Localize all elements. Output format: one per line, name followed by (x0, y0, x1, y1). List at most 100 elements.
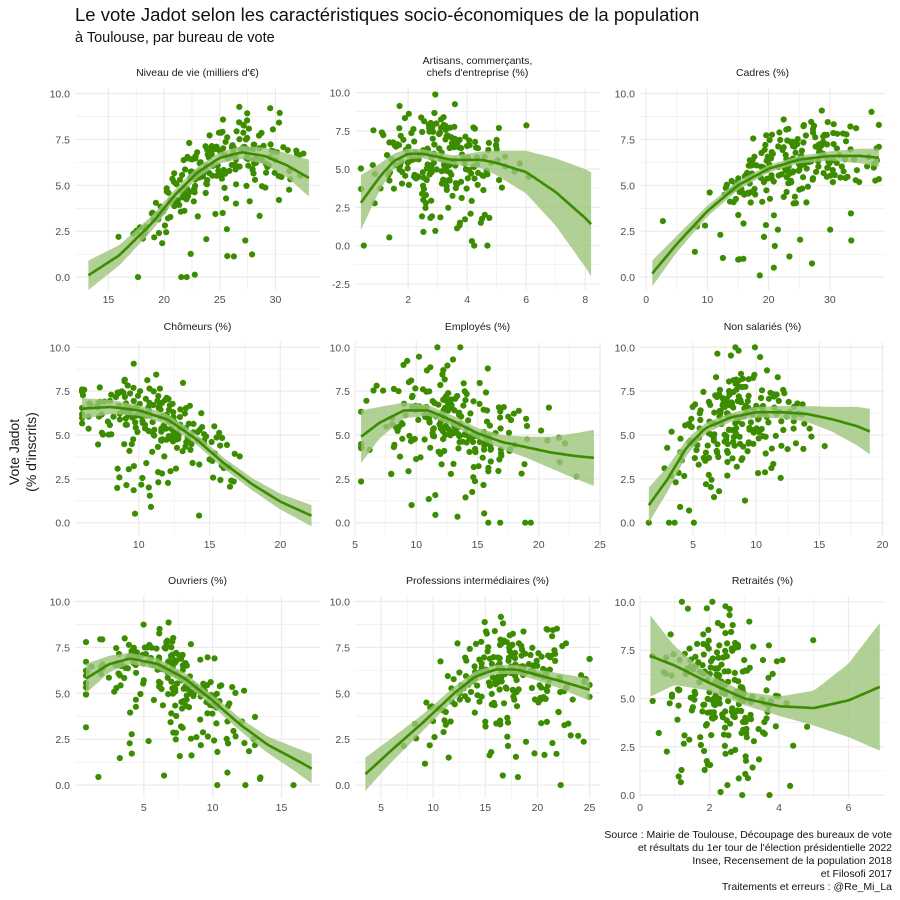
scatter-point (663, 748, 670, 755)
scatter-point (481, 446, 488, 453)
scatter-point (440, 436, 447, 443)
scatter-point (452, 185, 459, 192)
scatter-point (538, 653, 545, 660)
scatter-point (485, 519, 492, 526)
scatter-point (396, 166, 403, 173)
scatter-point (153, 371, 160, 378)
scatter-point (159, 240, 166, 247)
scatter-point (420, 196, 427, 203)
scatter-point (420, 228, 427, 235)
scatter-point (497, 613, 504, 621)
scatter-point (763, 715, 770, 722)
scatter-point (471, 478, 479, 485)
scatter-point (163, 229, 170, 236)
scatter-point (513, 677, 520, 684)
scatter-point (705, 398, 713, 405)
scatter-point (800, 445, 807, 452)
scatter-point (134, 392, 142, 399)
scatter-point (697, 416, 704, 424)
scatter-point (512, 753, 520, 760)
scatter-point (752, 191, 759, 198)
scatter-point (701, 701, 708, 708)
scatter-point (187, 446, 194, 453)
scatter-point (398, 180, 406, 187)
scatter-point (734, 707, 741, 714)
scatter-point (731, 669, 738, 677)
scatter-point (763, 132, 770, 139)
scatter-point (875, 121, 883, 128)
scatter-point (204, 710, 211, 717)
scatter-point (113, 684, 120, 692)
scatter-point (198, 410, 205, 417)
scatter-point (495, 467, 502, 475)
scatter-point (197, 742, 204, 749)
scatter-point (755, 416, 762, 423)
scatter-point (580, 738, 587, 745)
scatter-point (149, 419, 156, 426)
x-tick-label: 15 (813, 539, 825, 551)
scatter-point (552, 657, 559, 665)
scatter-point (132, 424, 139, 431)
y-tick-label: 7.5 (55, 386, 70, 398)
scatter-point (655, 729, 662, 737)
scatter-point (164, 674, 171, 681)
scatter-point (803, 165, 810, 172)
scatter-point (716, 700, 723, 707)
scatter-point (710, 709, 718, 716)
scatter-point (810, 637, 817, 644)
scatter-point (421, 436, 428, 443)
scatter-point (750, 643, 757, 650)
scatter-point (521, 461, 528, 468)
scatter-point (471, 175, 478, 182)
scatter-point (733, 463, 740, 470)
scatter-point (173, 712, 180, 720)
scatter-point (98, 429, 105, 436)
scatter-point (500, 404, 507, 411)
scatter-point (481, 619, 488, 626)
scatter-point (833, 145, 841, 152)
scatter-point (780, 386, 787, 394)
scatter-point (766, 137, 773, 144)
panel-title: Employés (%) (445, 321, 510, 333)
scatter-point (750, 738, 758, 745)
scatter-point (528, 684, 536, 692)
scatter-point (95, 441, 102, 448)
scatter-point (529, 644, 536, 651)
scatter-point (192, 182, 199, 189)
scatter-point (522, 519, 529, 526)
scatter-point (460, 380, 467, 387)
scatter-point (390, 185, 397, 192)
scatter-point (758, 149, 765, 156)
scatter-point (794, 400, 801, 407)
scatter-point (181, 207, 188, 214)
scatter-point (745, 376, 752, 383)
scatter-point (742, 753, 749, 760)
scatter-point (114, 484, 121, 491)
x-tick-label: 10 (410, 539, 422, 551)
scatter-point (791, 193, 799, 200)
scatter-point (506, 632, 513, 639)
scatter-point (723, 400, 730, 407)
smooth-trend-line (87, 151, 310, 277)
scatter-point (145, 738, 152, 745)
scatter-point (439, 428, 446, 435)
scatter-point (410, 126, 417, 133)
scatter-point (188, 690, 195, 697)
scatter-point (719, 711, 726, 718)
scatter-point (145, 484, 152, 491)
scatter-point (480, 406, 487, 413)
scatter-point (827, 226, 834, 233)
scatter-point (422, 204, 429, 211)
scatter-point (419, 190, 426, 197)
scatter-point (171, 203, 178, 210)
scatter-point (242, 782, 249, 789)
scatter-point (722, 603, 729, 610)
scatter-point (738, 456, 745, 463)
x-tick-label: 15 (276, 802, 288, 814)
scatter-point (122, 415, 129, 422)
scatter-point (713, 447, 720, 454)
scatter-point (784, 446, 791, 453)
x-tick-label: 10 (427, 802, 439, 814)
scatter-point (674, 716, 681, 723)
scatter-point (494, 654, 501, 661)
